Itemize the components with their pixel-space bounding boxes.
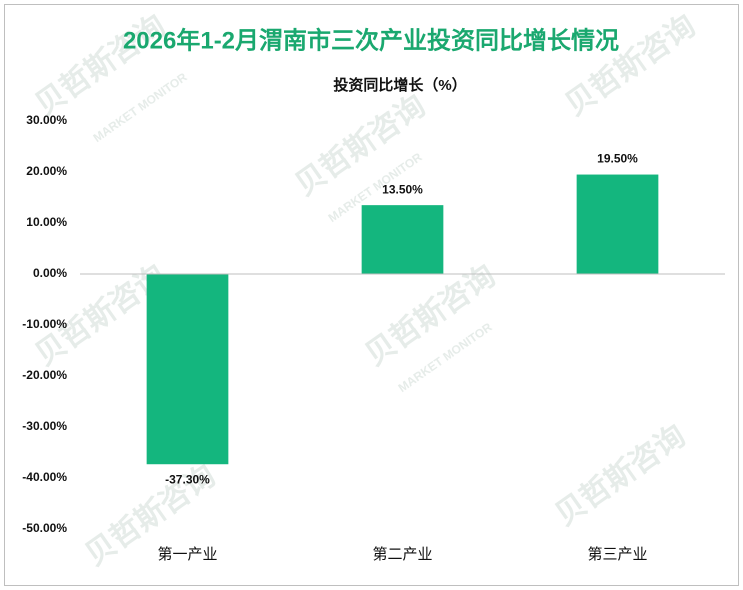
y-tick-label: 30.00%: [26, 113, 67, 127]
y-tick-label: 0.00%: [33, 266, 67, 280]
value-label: -37.30%: [165, 472, 210, 486]
y-tick-label: -50.00%: [22, 521, 67, 535]
bar: [361, 205, 444, 274]
value-label: 19.50%: [597, 152, 638, 166]
chart-subtitle: 投资同比增长（%）: [333, 76, 466, 94]
y-tick-label: -40.00%: [22, 470, 67, 484]
bar: [576, 174, 659, 274]
y-tick-label: 20.00%: [26, 164, 67, 178]
chart-frame: [4, 4, 739, 586]
y-tick-label: -20.00%: [22, 368, 67, 382]
x-tick-label: 第三产业: [587, 545, 647, 563]
x-tick-label: 第一产业: [157, 545, 217, 563]
value-label: 13.50%: [382, 182, 423, 196]
x-tick-label: 第二产业: [372, 545, 432, 563]
y-tick-label: -30.00%: [22, 419, 67, 433]
bar: [146, 274, 229, 465]
y-tick-label: 10.00%: [26, 215, 67, 229]
chart-title: 2026年1-2月渭南市三次产业投资同比增长情况: [123, 26, 619, 54]
y-tick-label: -10.00%: [22, 317, 67, 331]
